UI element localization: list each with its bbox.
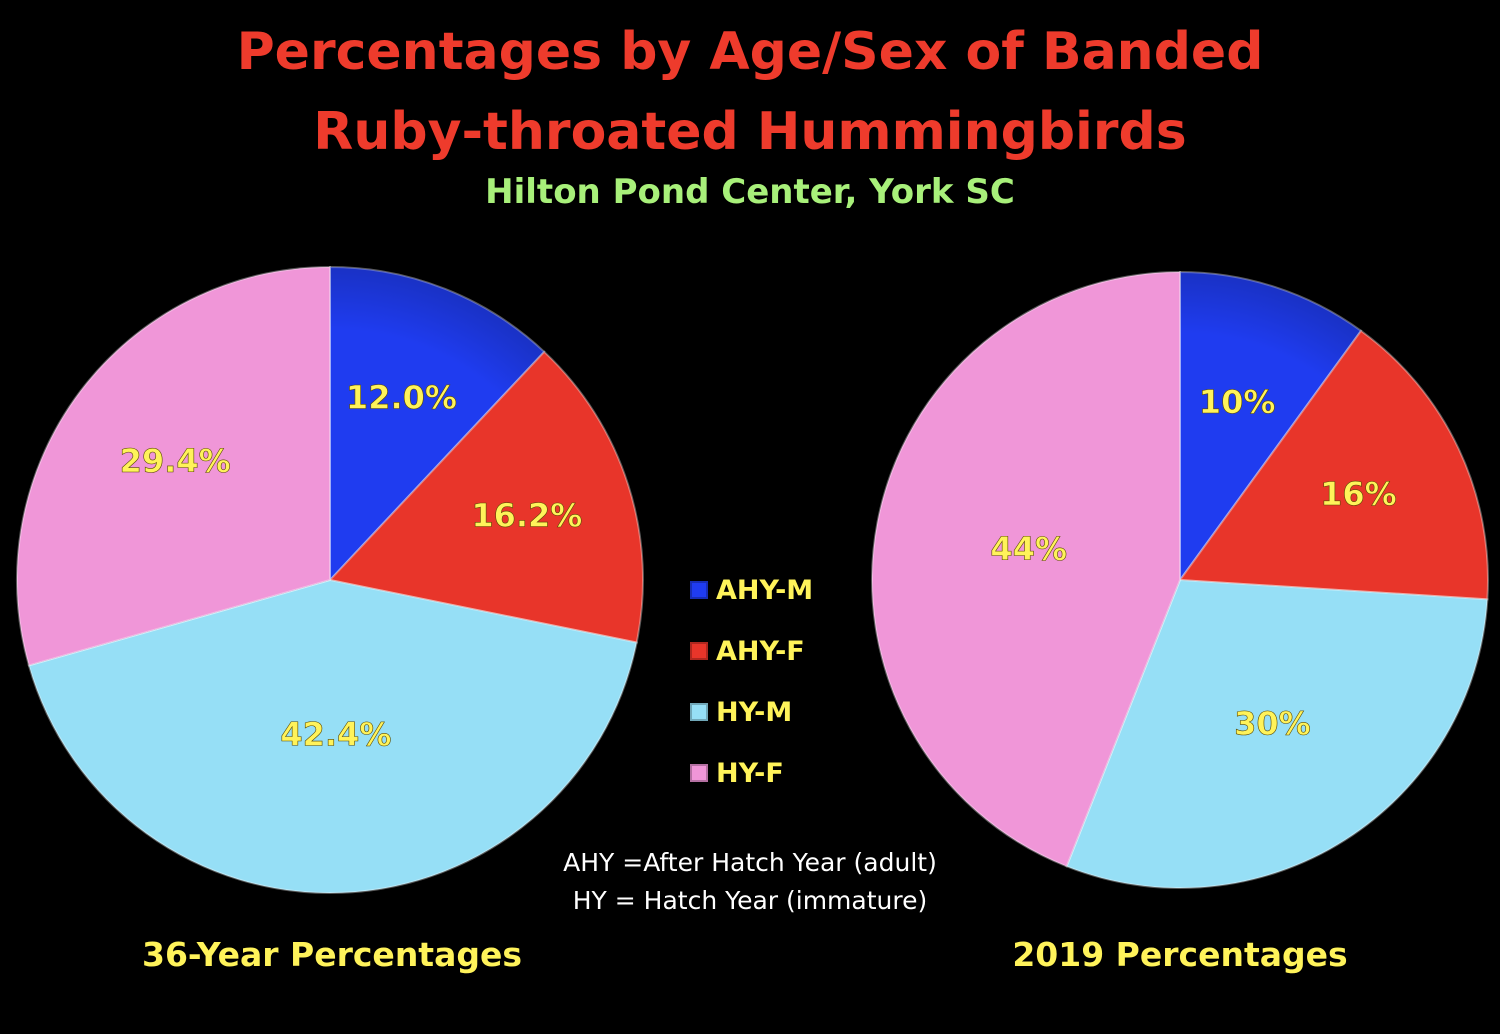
pie-2019: 10% 16% 30% 44%	[871, 270, 1489, 889]
pie-0-label-ahy-m: 12.0%	[346, 379, 457, 417]
pie-1-label-hy-f: 44%	[990, 530, 1067, 568]
pie-1-slice-ahy-f	[1178, 329, 1489, 601]
legend-swatch-ahy-f	[690, 642, 708, 660]
legend-item-ahy-m: AHY-M	[690, 570, 813, 610]
caption-2019: 2019 Percentages	[1012, 935, 1348, 974]
pie-1-label-hy-m: 30%	[1234, 705, 1311, 743]
pie-1-label-ahy-m: 10%	[1199, 383, 1276, 421]
legend-swatch-hy-f	[690, 764, 708, 782]
pie-0-slice-ahy-f	[328, 350, 644, 644]
pie-1-slice-hy-f	[871, 270, 1181, 868]
legend-label-ahy-m: AHY-M	[716, 574, 814, 606]
legend-label-hy-m: HY-M	[716, 696, 793, 728]
legend-label-ahy-f: AHY-F	[716, 635, 805, 667]
pie-0-label-hy-f: 29.4%	[120, 442, 231, 480]
pie-1-label-ahy-f: 16%	[1320, 475, 1397, 513]
pie-1-slice-hy-m	[1065, 578, 1489, 889]
chart-title-line-2: Ruby-throated Hummingbirds	[313, 102, 1187, 162]
pie-0-slice-hy-m	[27, 578, 638, 894]
pie-36-year: 12.0% 16.2% 42.4% 29.4%	[16, 265, 644, 894]
legend-swatch-hy-m	[690, 703, 708, 721]
legend-label-hy-f: HY-F	[716, 757, 784, 789]
chart-subtitle: Hilton Pond Center, York SC	[485, 172, 1015, 212]
legend-swatch-ahy-m	[690, 581, 708, 599]
chart-title-line-1: Percentages by Age/Sex of Banded	[236, 22, 1264, 82]
pie-0-label-hy-m: 42.4%	[280, 715, 391, 753]
pie-0-label-ahy-f: 16.2%	[471, 496, 582, 534]
legend-item-hy-m: HY-M	[690, 692, 792, 732]
note-ahy-definition: AHY =After Hatch Year (adult)	[563, 848, 937, 877]
legend-item-hy-f: HY-F	[690, 753, 784, 793]
note-hy-definition: HY = Hatch Year (immature)	[572, 886, 928, 915]
caption-36-year: 36-Year Percentages	[141, 935, 522, 974]
pie-0-slice-hy-f	[16, 265, 331, 667]
legend-item-ahy-f: AHY-F	[690, 631, 805, 671]
